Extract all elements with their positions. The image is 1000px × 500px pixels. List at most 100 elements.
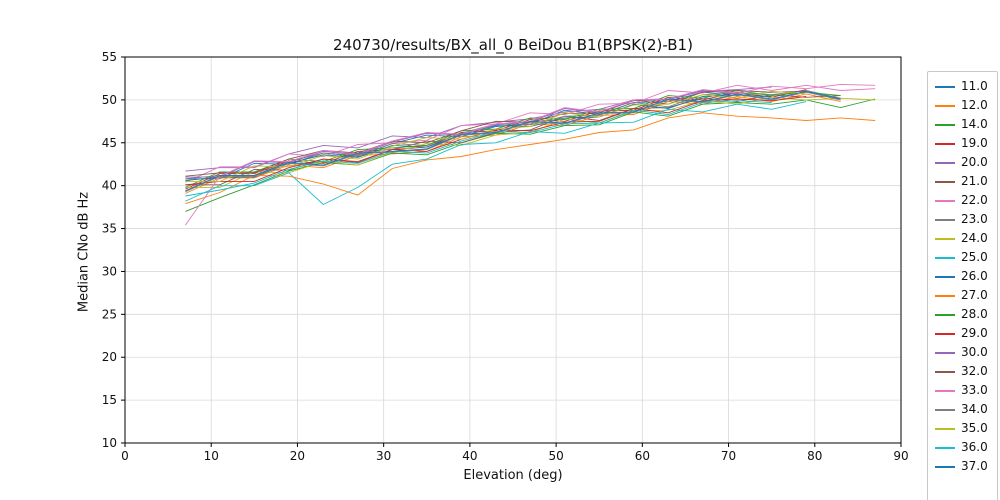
y-axis-label: Median CNo dB Hz <box>76 191 92 313</box>
legend-line-sample <box>935 104 955 107</box>
legend-item-26.0: 26.0 <box>935 267 997 286</box>
legend-item-11.0: 11.0 <box>935 77 997 96</box>
legend-label: 26.0 <box>961 269 988 283</box>
legend-item-27.0: 27.0 <box>935 286 997 305</box>
legend: 11.0 12.0 14.0 19.0 20.0 21.0 22.0 23.0 24.0 25.0… <box>927 71 998 500</box>
legend-line-sample <box>935 294 955 297</box>
y-tick-label: 40 <box>102 179 117 193</box>
legend-item-37.0: 37.0 <box>935 457 997 476</box>
legend-line-sample <box>935 218 955 221</box>
x-tick-label: 70 <box>721 449 736 463</box>
legend-item-25.0: 25.0 <box>935 248 997 267</box>
legend-item-14.0: 14.0 <box>935 115 997 134</box>
legend-item-23.0: 23.0 <box>935 210 997 229</box>
legend-item-34.0: 34.0 <box>935 400 997 419</box>
legend-label: 36.0 <box>961 440 988 454</box>
legend-line-sample <box>935 275 955 278</box>
series-line-25.0 <box>185 101 807 206</box>
legend-label: 25.0 <box>961 250 988 264</box>
y-tick-label: 45 <box>102 136 117 150</box>
y-tick-label: 55 <box>102 50 117 64</box>
x-tick-label: 30 <box>376 449 391 463</box>
legend-line-sample <box>935 313 955 316</box>
y-tick-label: 35 <box>102 222 117 236</box>
series-line-36.0 <box>185 100 772 197</box>
series-line-37.0 <box>185 90 841 192</box>
series-line-35.0 <box>185 90 807 182</box>
legend-label: 21.0 <box>961 174 988 188</box>
x-tick-label: 90 <box>893 449 908 463</box>
legend-item-19.0: 19.0 <box>935 134 997 153</box>
legend-line-sample <box>935 123 955 126</box>
legend-line-sample <box>935 256 955 259</box>
x-tick-label: 40 <box>462 449 477 463</box>
legend-line-sample <box>935 85 955 88</box>
y-tick-label: 25 <box>102 307 117 321</box>
chart-title: 240730/results/BX_all_0 BeiDou B1(BPSK(2… <box>333 36 693 54</box>
legend-line-sample <box>935 199 955 202</box>
y-tick-label: 30 <box>102 264 117 278</box>
legend-label: 37.0 <box>961 459 988 473</box>
legend-label: 14.0 <box>961 117 988 131</box>
y-tick-label: 20 <box>102 350 117 364</box>
series-line-32.0 <box>185 90 807 177</box>
legend-line-sample <box>935 370 955 373</box>
x-tick-label: 10 <box>204 449 219 463</box>
legend-line-sample <box>935 465 955 468</box>
y-tick-label: 15 <box>102 393 117 407</box>
plot-frame <box>124 56 902 444</box>
series-line-14.0 <box>185 98 876 212</box>
x-tick-label: 60 <box>635 449 650 463</box>
x-axis-label: Elevation (deg) <box>463 468 563 483</box>
legend-label: 11.0 <box>961 79 988 93</box>
legend-line-sample <box>935 332 955 335</box>
y-tick-label: 50 <box>102 93 117 107</box>
legend-line-sample <box>935 446 955 449</box>
legend-line-sample <box>935 142 955 145</box>
legend-item-35.0: 35.0 <box>935 419 997 438</box>
legend-label: 34.0 <box>961 402 988 416</box>
x-tick-label: 0 <box>121 449 129 463</box>
legend-label: 28.0 <box>961 307 988 321</box>
legend-item-29.0: 29.0 <box>935 324 997 343</box>
legend-label: 27.0 <box>961 288 988 302</box>
y-tick-label: 10 <box>102 436 117 450</box>
legend-item-22.0: 22.0 <box>935 191 997 210</box>
legend-line-sample <box>935 180 955 183</box>
legend-line-sample <box>935 427 955 430</box>
legend-line-sample <box>935 237 955 240</box>
legend-item-21.0: 21.0 <box>935 172 997 191</box>
legend-line-sample <box>935 389 955 392</box>
legend-label: 29.0 <box>961 326 988 340</box>
legend-label: 24.0 <box>961 231 988 245</box>
legend-label: 30.0 <box>961 345 988 359</box>
series-line-33.0 <box>185 83 876 226</box>
legend-label: 33.0 <box>961 383 988 397</box>
legend-label: 20.0 <box>961 155 988 169</box>
legend-item-33.0: 33.0 <box>935 381 997 400</box>
legend-item-28.0: 28.0 <box>935 305 997 324</box>
series-line-19.0 <box>185 89 807 190</box>
legend-item-32.0: 32.0 <box>935 362 997 381</box>
legend-item-12.0: 12.0 <box>935 96 997 115</box>
legend-item-24.0: 24.0 <box>935 229 997 248</box>
legend-item-30.0: 30.0 <box>935 343 997 362</box>
legend-item-36.0: 36.0 <box>935 438 997 457</box>
x-tick-label: 20 <box>290 449 305 463</box>
x-tick-label: 80 <box>807 449 822 463</box>
legend-label: 22.0 <box>961 193 988 207</box>
legend-label: 12.0 <box>961 98 988 112</box>
legend-label: 35.0 <box>961 421 988 435</box>
legend-line-sample <box>935 408 955 411</box>
x-tick-label: 50 <box>548 449 563 463</box>
series-line-12.0 <box>185 93 841 194</box>
legend-line-sample <box>935 161 955 164</box>
legend-label: 32.0 <box>961 364 988 378</box>
legend-item-20.0: 20.0 <box>935 153 997 172</box>
series-line-34.0 <box>185 91 841 193</box>
series-line-29.0 <box>185 96 807 186</box>
series-line-24.0 <box>185 96 876 188</box>
series-line-27.0 <box>185 112 876 205</box>
